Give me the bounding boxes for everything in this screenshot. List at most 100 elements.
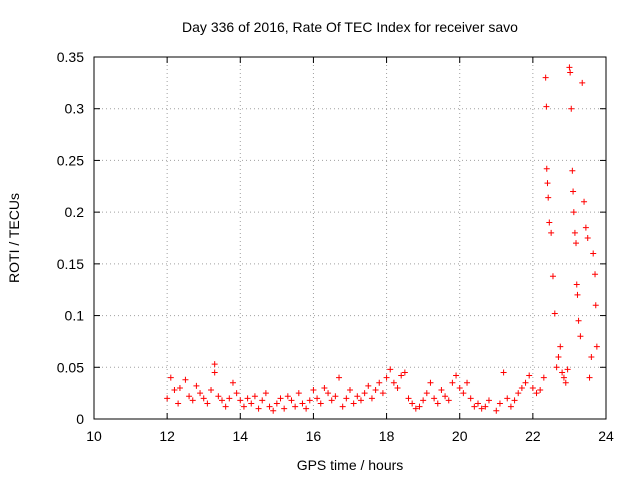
data-point — [171, 387, 178, 394]
data-point — [204, 400, 211, 407]
data-point — [551, 310, 558, 317]
data-point — [284, 393, 291, 400]
data-point — [453, 372, 460, 379]
data-point — [295, 390, 302, 397]
data-point — [266, 403, 273, 410]
data-point — [438, 387, 445, 394]
plot-frame — [93, 56, 607, 420]
data-point — [167, 374, 174, 381]
x-axis-label: GPS time / hours — [297, 457, 404, 473]
data-point — [533, 390, 540, 397]
data-point — [584, 235, 591, 241]
data-point — [562, 379, 569, 386]
data-point — [189, 397, 196, 404]
data-point — [573, 240, 580, 247]
data-point — [568, 105, 575, 112]
y-tick-label: 0 — [76, 411, 84, 427]
data-point — [427, 379, 434, 386]
data-point — [240, 403, 247, 410]
data-point — [581, 198, 588, 205]
data-point — [588, 353, 595, 360]
data-point — [251, 393, 258, 400]
data-point — [423, 390, 430, 397]
data-point — [464, 379, 471, 386]
x-tick-label: 12 — [159, 428, 175, 444]
data-point — [237, 397, 244, 404]
x-tick-label: 16 — [306, 428, 322, 444]
data-point — [383, 374, 390, 381]
data-point — [518, 384, 525, 391]
data-point — [288, 397, 295, 404]
data-point — [549, 273, 556, 280]
data-point — [292, 403, 299, 410]
data-point — [211, 361, 218, 368]
x-tick-label: 24 — [598, 428, 614, 444]
data-point — [164, 395, 171, 402]
data-point — [478, 405, 485, 412]
y-tick-label: 0.1 — [65, 308, 85, 324]
data-point — [398, 372, 405, 379]
data-point — [582, 224, 589, 231]
data-point — [376, 379, 383, 386]
data-point — [555, 353, 562, 360]
y-tick-label: 0.2 — [65, 204, 85, 220]
data-point — [182, 376, 189, 383]
data-point — [577, 333, 584, 340]
grid-lines — [94, 57, 606, 419]
data-point — [511, 397, 518, 404]
data-point — [314, 395, 321, 402]
data-points — [164, 64, 600, 414]
data-point — [354, 393, 361, 400]
data-point — [416, 403, 423, 410]
data-point — [543, 165, 550, 172]
data-point — [412, 405, 419, 412]
data-point — [259, 397, 266, 404]
data-point — [570, 188, 577, 195]
data-point — [405, 395, 412, 402]
data-point — [343, 395, 350, 402]
y-axis-label: ROTI / TECUs — [6, 193, 22, 283]
data-point — [208, 387, 215, 394]
data-point — [537, 387, 544, 394]
data-point — [542, 74, 549, 81]
y-tick-label: 0.15 — [57, 256, 84, 272]
data-point — [273, 400, 280, 407]
data-point — [493, 407, 500, 414]
data-point — [347, 387, 353, 394]
y-tick-label: 0.05 — [57, 359, 84, 375]
data-point — [431, 395, 438, 402]
data-point — [434, 400, 441, 407]
data-point — [546, 219, 553, 226]
data-point — [193, 382, 200, 389]
data-point — [368, 395, 375, 402]
data-point — [545, 194, 552, 201]
x-tick-label: 10 — [86, 428, 102, 444]
data-point — [475, 400, 481, 407]
axis-ticks: 10 12 14 16 18 20 22 24 0 0.05 0.1 0.15 0.2 0.25 0.3 0.… — [57, 49, 614, 444]
data-point — [570, 209, 577, 216]
data-point — [328, 397, 335, 404]
data-point — [350, 400, 357, 407]
data-point — [336, 374, 343, 381]
data-point — [233, 390, 240, 397]
data-point — [529, 384, 536, 391]
data-point — [460, 390, 467, 397]
data-point — [504, 395, 511, 402]
data-point — [548, 229, 555, 236]
data-point — [543, 103, 550, 110]
data-point — [317, 400, 324, 407]
data-point — [262, 390, 269, 397]
data-point — [299, 400, 306, 407]
data-point — [500, 369, 507, 376]
data-point — [592, 271, 599, 278]
data-point — [361, 390, 368, 397]
data-point — [567, 69, 574, 76]
data-point — [445, 397, 452, 404]
data-point — [281, 405, 288, 412]
data-point — [219, 397, 225, 404]
data-point — [449, 379, 456, 386]
data-point — [560, 374, 567, 381]
x-tick-label: 14 — [232, 428, 248, 444]
data-point — [482, 403, 489, 410]
